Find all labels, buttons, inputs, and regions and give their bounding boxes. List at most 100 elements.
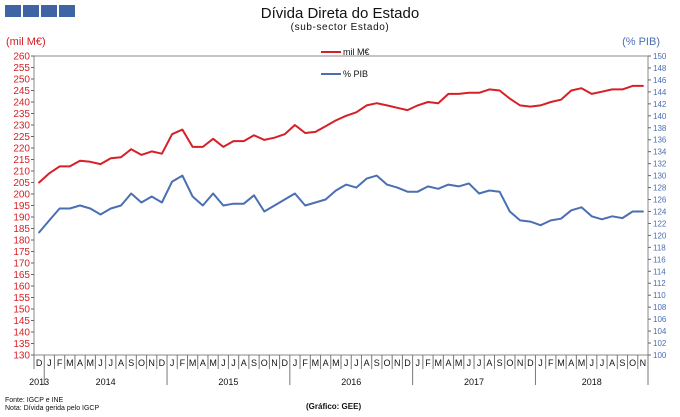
left-tick-label: 255: [13, 63, 30, 74]
month-tick-label: J: [109, 358, 114, 368]
month-tick-label: M: [189, 358, 197, 368]
left-tick-label: 260: [13, 52, 30, 63]
month-tick-label: O: [629, 358, 636, 368]
month-tick-label: J: [98, 358, 103, 368]
logo-square-3: [41, 5, 57, 17]
right-tick-label: 114: [653, 267, 666, 276]
month-tick-label: J: [538, 358, 543, 368]
left-tick-label: 190: [13, 213, 30, 224]
right-tick-label: 130: [653, 172, 667, 181]
left-tick-label: 145: [13, 316, 30, 327]
right-tick-label: 138: [653, 124, 667, 133]
right-tick-label: 118: [653, 243, 666, 252]
month-tick-label: M: [557, 358, 565, 368]
year-label: 2014: [96, 377, 116, 387]
month-tick-label: J: [589, 358, 594, 368]
month-tick-label: M: [87, 358, 95, 368]
right-tick-label: 126: [653, 196, 667, 205]
month-tick-label: D: [404, 358, 411, 368]
month-tick-label: A: [200, 358, 206, 368]
month-tick-label: J: [467, 358, 472, 368]
month-tick-label: M: [312, 358, 320, 368]
month-tick-label: F: [180, 358, 186, 368]
legend-swatch-blue: [321, 73, 341, 75]
month-tick-label: J: [231, 358, 236, 368]
month-tick-label: O: [261, 358, 268, 368]
month-tick-label: O: [506, 358, 513, 368]
month-tick-label: F: [548, 358, 554, 368]
year-label: 2017: [464, 377, 484, 387]
month-tick-label: N: [640, 358, 647, 368]
left-tick-label: 155: [13, 293, 30, 304]
month-tick-label: A: [445, 358, 451, 368]
legend-label: % PIB: [343, 69, 369, 79]
right-tick-label: 148: [653, 64, 667, 73]
year-label: 2013: [29, 377, 49, 387]
right-tick-label: 110: [653, 291, 666, 300]
left-tick-label: 210: [13, 167, 30, 178]
left-tick-label: 140: [13, 328, 30, 339]
right-tick-label: 122: [653, 219, 667, 228]
left-tick-label: 195: [13, 201, 30, 212]
left-tick-label: 225: [13, 132, 30, 143]
right-tick-label: 142: [653, 100, 667, 109]
month-tick-label: A: [241, 358, 247, 368]
left-tick-label: 250: [13, 75, 30, 86]
logo-square-1: [5, 5, 21, 17]
month-tick-label: J: [344, 358, 349, 368]
month-tick-label: N: [271, 358, 278, 368]
month-tick-label: J: [47, 358, 52, 368]
year-label: 2018: [582, 377, 602, 387]
right-tick-label: 132: [653, 160, 667, 169]
year-label: 2016: [341, 377, 361, 387]
month-tick-label: N: [517, 358, 524, 368]
month-tick-label: M: [434, 358, 442, 368]
left-tick-label: 215: [13, 155, 30, 166]
month-tick-label: A: [609, 358, 615, 368]
chart-title: Dívida Direta do Estado: [260, 5, 420, 22]
month-tick-label: A: [486, 358, 492, 368]
left-tick-label: 150: [13, 305, 30, 316]
right-tick-label: 104: [653, 327, 667, 336]
month-tick-label: A: [364, 358, 370, 368]
left-tick-label: 165: [13, 270, 30, 281]
left-tick-label: 200: [13, 190, 30, 201]
chart-credit: (Gráfico: GEE): [306, 402, 362, 411]
month-tick-label: O: [384, 358, 391, 368]
y-axis-right-label: (% PIB): [622, 36, 660, 48]
month-tick-label: J: [293, 358, 298, 368]
left-tick-label: 220: [13, 144, 30, 155]
month-tick-label: A: [118, 358, 124, 368]
left-tick-label: 180: [13, 236, 30, 247]
month-tick-label: J: [354, 358, 359, 368]
month-tick-label: M: [332, 358, 340, 368]
right-tick-label: 116: [653, 255, 666, 264]
left-tick-label: 185: [13, 224, 30, 235]
left-tick-label: 160: [13, 282, 30, 293]
month-tick-label: D: [36, 358, 43, 368]
left-tick-label: 130: [13, 351, 30, 362]
right-tick-label: 102: [653, 339, 667, 348]
source-line-2: Nota: Dívida gerida pelo IGCP: [5, 405, 100, 412]
month-tick-label: J: [600, 358, 605, 368]
month-tick-label: A: [77, 358, 83, 368]
month-tick-label: D: [159, 358, 166, 368]
source-line-1: Fonte: IGCP e INE: [5, 397, 64, 404]
left-tick-label: 205: [13, 178, 30, 189]
right-tick-label: 120: [653, 231, 667, 240]
month-tick-label: J: [416, 358, 421, 368]
legend-swatch-red: [321, 51, 341, 53]
month-tick-label: A: [323, 358, 329, 368]
month-tick-label: S: [497, 358, 503, 368]
right-tick-label: 146: [653, 76, 667, 85]
month-tick-label: M: [578, 358, 586, 368]
chart-subtitle: (sub-sector Estado): [290, 22, 390, 33]
left-tick-label: 170: [13, 259, 30, 270]
month-tick-label: S: [374, 358, 380, 368]
logo-square-4: [59, 5, 75, 17]
series-line-mil-meur: [38, 84, 644, 184]
year-label: 2015: [218, 377, 238, 387]
left-tick-label: 135: [13, 339, 30, 350]
left-tick-label: 245: [13, 86, 30, 97]
